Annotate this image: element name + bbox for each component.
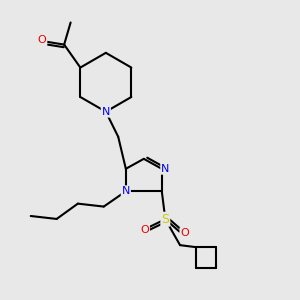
Text: N: N bbox=[122, 186, 130, 196]
Text: O: O bbox=[140, 225, 149, 235]
Text: O: O bbox=[38, 35, 46, 45]
Text: N: N bbox=[161, 164, 170, 174]
Text: N: N bbox=[102, 107, 110, 117]
Text: O: O bbox=[180, 228, 189, 238]
Text: S: S bbox=[161, 213, 169, 226]
